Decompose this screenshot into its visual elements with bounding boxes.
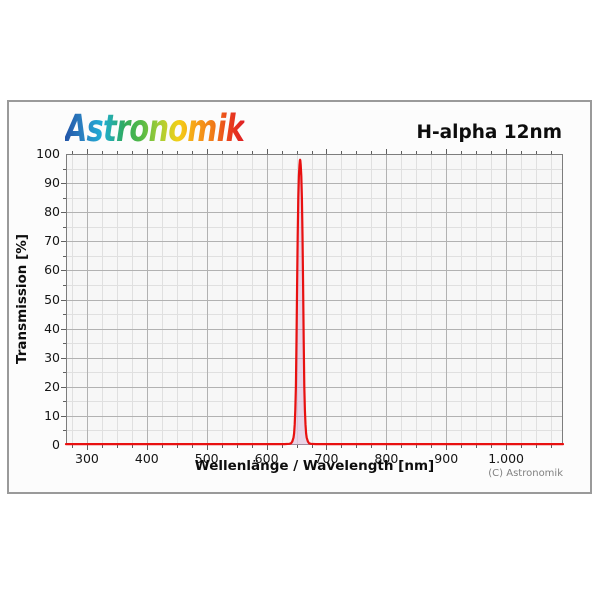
y-tick-label: 100 — [36, 146, 60, 161]
chart-panel: Astronomik H-alpha 12nm Transmission [%]… — [7, 100, 592, 494]
transmission-curve-svg — [61, 149, 565, 450]
y-tick-label: 0 — [52, 437, 60, 452]
copyright-label: (C) Astronomik — [488, 468, 563, 479]
x-tick-label: 500 — [194, 451, 219, 466]
y-tick-label: 70 — [44, 233, 60, 249]
y-tick-label: 90 — [44, 175, 60, 191]
y-tick-label: 10 — [44, 407, 60, 423]
plot-area: 0 10 20 30 40 50 60 70 80 90 100 300 400 500 600 700 80… — [36, 146, 565, 466]
y-tick-label: 80 — [44, 204, 60, 220]
y-tick-label: 40 — [44, 320, 60, 336]
x-tick-label: 900 — [434, 451, 459, 466]
x-tick-label: 600 — [254, 451, 279, 466]
x-tick-label: 400 — [134, 451, 159, 466]
y-tick-label: 60 — [44, 262, 60, 278]
x-tick-label: 700 — [314, 451, 339, 466]
x-tick-label: 1.000 — [488, 451, 525, 466]
x-axis-title: Wellenlänge / Wavelength [nm] — [194, 458, 435, 474]
y-tick-label: 30 — [44, 349, 60, 365]
x-tick-label: 800 — [374, 451, 399, 466]
x-tick-label: 300 — [75, 451, 99, 466]
y-tick-label: 20 — [44, 378, 60, 394]
y-tick-label: 50 — [44, 291, 60, 307]
chart-title: H-alpha 12nm — [416, 122, 562, 143]
astronomik-logo: Astronomik — [65, 107, 245, 150]
